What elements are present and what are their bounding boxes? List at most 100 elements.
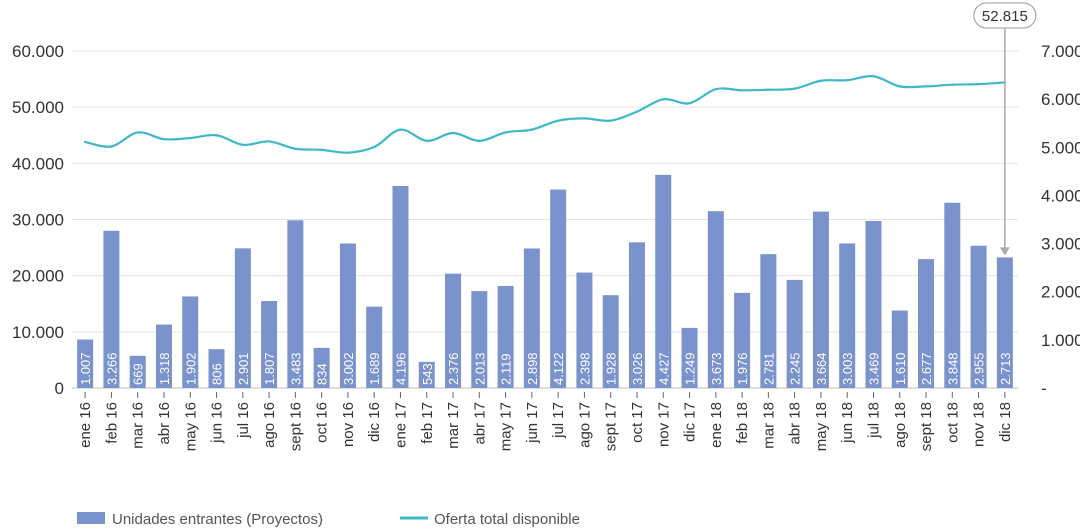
line-point xyxy=(425,139,428,143)
bar xyxy=(155,324,172,388)
line-series xyxy=(83,75,1007,154)
bar-value-label: 4.196 xyxy=(393,352,408,385)
line-point xyxy=(793,87,796,90)
bar xyxy=(944,202,961,388)
right-tick-label: 4.000 xyxy=(1041,186,1080,205)
x-tick-label: feb 18 xyxy=(734,402,751,444)
bar-value-label: 669 xyxy=(131,363,146,385)
bar-value-label: 1.928 xyxy=(604,352,619,385)
x-tick-label: ago 16 xyxy=(261,402,278,448)
x-tick-label: dic 18 xyxy=(997,402,1014,442)
bar xyxy=(261,301,278,388)
bar-value-label: 834 xyxy=(315,363,330,385)
x-tick-label: may 18 xyxy=(813,402,830,451)
x-tick-label: feb 16 xyxy=(103,402,120,444)
bar-value-label: 3.848 xyxy=(945,352,960,385)
x-tick-label: jun 18 xyxy=(839,402,856,444)
left-tick-label: 60.000 xyxy=(12,42,64,61)
bar xyxy=(681,327,698,388)
x-tick-label: ago 17 xyxy=(576,402,593,448)
bar-value-label: 543 xyxy=(420,363,435,385)
x-tick-label: abr 17 xyxy=(471,402,488,445)
bar-value-label: 2.781 xyxy=(761,352,776,385)
bar xyxy=(234,248,251,388)
x-axis: ene 16 feb 16 mar 16 abr 16 may 16 jun 16 jul … xyxy=(77,392,1014,451)
bar xyxy=(839,243,856,388)
bar xyxy=(865,220,882,388)
bar-value-label: 1.976 xyxy=(735,352,750,385)
bar xyxy=(208,349,225,388)
bar xyxy=(996,257,1013,388)
right-tick-label: 3.000 xyxy=(1041,235,1080,254)
x-tick-label: may 16 xyxy=(182,402,199,451)
x-tick-label: ene 16 xyxy=(77,402,94,448)
line-point xyxy=(267,140,271,143)
bar xyxy=(891,310,908,388)
bar-value-label: 3.664 xyxy=(814,352,829,385)
annotation-arrow-head xyxy=(999,247,1010,256)
bar xyxy=(734,292,751,388)
bar-value-label: 1.807 xyxy=(262,352,277,385)
x-tick-label: jul 16 xyxy=(235,402,252,439)
x-tick-label: oct 17 xyxy=(629,402,646,443)
right-tick-label: - xyxy=(1041,379,1047,398)
right-tick-label: 5.000 xyxy=(1041,138,1080,157)
line-point xyxy=(215,134,218,137)
bar-value-label: 1.007 xyxy=(78,352,93,385)
line-point xyxy=(294,147,297,150)
bar xyxy=(77,339,94,388)
line-point xyxy=(872,75,875,78)
line-point xyxy=(372,145,376,149)
right-tick-label: 7.000 xyxy=(1041,42,1080,61)
line-point xyxy=(662,98,665,101)
line-point xyxy=(451,131,455,135)
bar xyxy=(786,279,803,388)
line-point xyxy=(898,85,901,88)
x-tick-label: abr 16 xyxy=(156,402,173,445)
x-tick-label: jul 17 xyxy=(550,402,567,439)
bar-value-label: 2.713 xyxy=(998,352,1013,385)
legend-swatch-bars xyxy=(77,512,105,524)
x-tick-label: abr 18 xyxy=(787,402,804,445)
bar xyxy=(418,361,435,388)
line-point xyxy=(504,131,507,134)
bar xyxy=(970,245,987,388)
x-tick-label: nov 17 xyxy=(655,402,672,447)
line-point xyxy=(977,82,980,86)
bar xyxy=(550,189,567,388)
x-tick-label: sept 18 xyxy=(918,402,935,451)
legend: Unidades entrantes (Proyectos) Oferta tot… xyxy=(77,511,580,528)
bar-value-label: 2.901 xyxy=(236,352,251,385)
bar-data-labels: 1.007 3.266 669 1.318 1.902 806 2.901 1.807 3.48… xyxy=(78,352,1013,385)
bar xyxy=(812,211,829,388)
x-tick-label: ene 17 xyxy=(392,402,409,448)
line-point xyxy=(714,87,718,91)
bar-value-label: 4.122 xyxy=(551,352,566,385)
bar xyxy=(760,254,777,388)
line-point xyxy=(767,88,770,91)
line-point xyxy=(740,89,744,92)
x-tick-label: jun 16 xyxy=(209,402,226,444)
x-tick-label: dic 16 xyxy=(366,402,383,442)
line-point xyxy=(530,128,534,131)
bar-series xyxy=(77,174,1013,388)
bar xyxy=(392,185,409,388)
bar-value-label: 3.266 xyxy=(104,352,119,385)
bar-value-label: 4.427 xyxy=(656,352,671,385)
x-tick-label: mar 16 xyxy=(130,402,147,449)
bar xyxy=(445,273,462,388)
bar-value-label: 1.610 xyxy=(893,352,908,385)
x-tick-label: dic 17 xyxy=(682,402,699,442)
bar xyxy=(707,211,724,388)
line-point xyxy=(478,139,481,143)
line-point xyxy=(189,136,192,140)
bar-value-label: 806 xyxy=(210,363,225,385)
x-tick-label: ago 18 xyxy=(892,402,909,448)
bar-value-label: 1.902 xyxy=(183,352,198,385)
right-tick-label: 6.000 xyxy=(1041,90,1080,109)
legend-label-bars: Unidades entrantes (Proyectos) xyxy=(112,511,323,528)
line-point xyxy=(951,83,954,86)
x-tick-label: nov 18 xyxy=(971,402,988,447)
bar-value-label: 3.483 xyxy=(288,352,303,385)
